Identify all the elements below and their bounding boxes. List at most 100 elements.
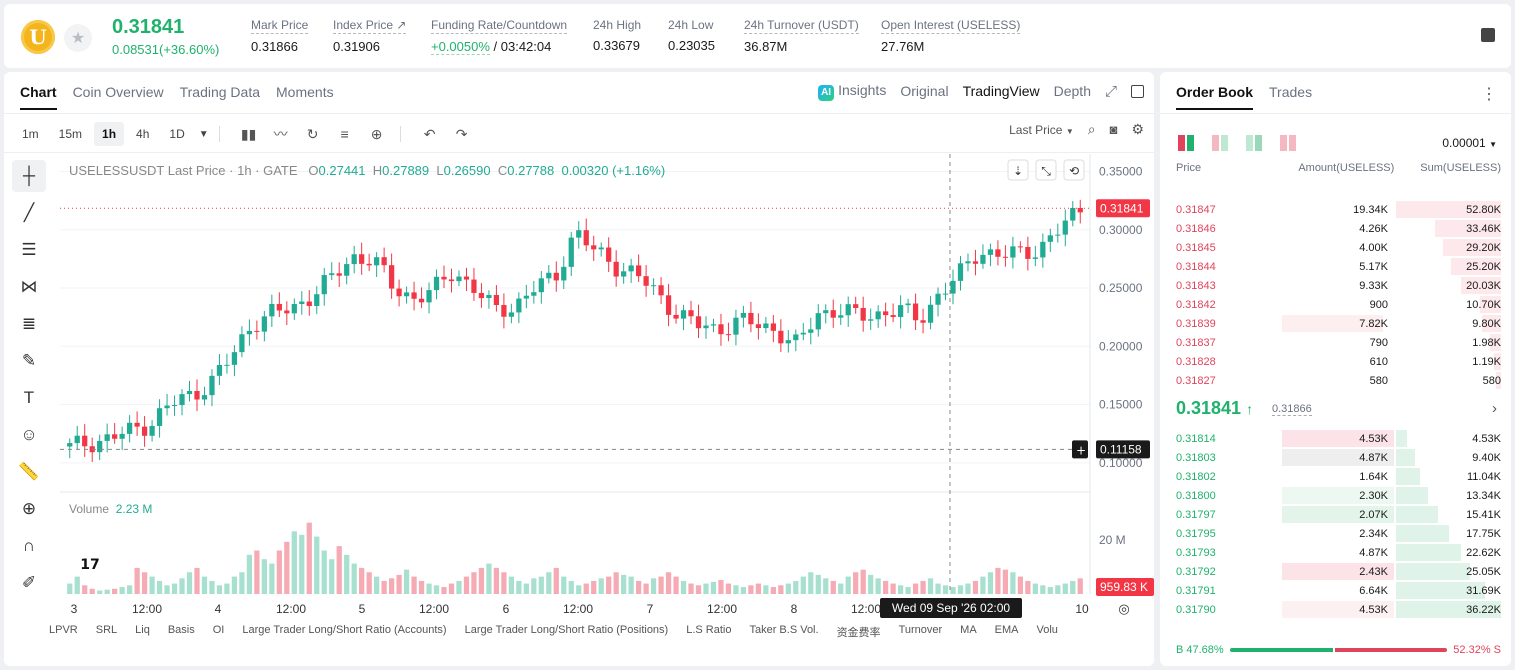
trendline-icon[interactable]: ╱ [23, 203, 35, 222]
pattern-icon[interactable]: ⋈ [20, 277, 38, 296]
stat-funding-rate[interactable]: Funding Rate/Countdown +0.0050% / 03:42:… [431, 18, 568, 55]
window-icon[interactable] [1131, 84, 1144, 98]
zoom-in-icon[interactable]: ⊕ [21, 499, 37, 518]
tab-chart[interactable]: Chart [20, 84, 57, 110]
ask-row[interactable]: 0.31839 7.82K 9.80K [1160, 314, 1511, 333]
bid-row[interactable]: 0.31791 6.64K 31.69K [1160, 581, 1511, 600]
candle-body [912, 303, 919, 321]
ask-row[interactable]: 0.31842 900 10.70K [1160, 295, 1511, 314]
indicator-item[interactable]: LPVR [49, 624, 78, 636]
favorite-star-icon[interactable]: ★ [64, 24, 92, 52]
indicator-item[interactable]: Liq [135, 624, 150, 636]
candle-body [703, 325, 709, 329]
tab-order-book[interactable]: Order Book [1176, 84, 1254, 110]
emoji-icon[interactable]: ☺ [20, 425, 38, 444]
view-depth[interactable]: Depth [1053, 83, 1091, 100]
view-tradingview[interactable]: TradingView [962, 83, 1040, 100]
candle-body [725, 334, 732, 336]
stat-index-price[interactable]: Index Price ↗ 0.31906 [333, 18, 407, 54]
candle-body [418, 298, 425, 303]
ask-row[interactable]: 0.31845 4.00K 29.20K [1160, 238, 1511, 257]
timeframe-dropdown-icon[interactable]: ▼ [198, 128, 209, 140]
tab-trades[interactable]: Trades [1269, 84, 1313, 100]
indicators-icon[interactable]: 〰 [273, 126, 288, 142]
ask-row[interactable]: 0.31843 9.33K 20.03K [1160, 276, 1511, 295]
indicator-item[interactable]: L.S Ratio [686, 624, 732, 636]
bid-row[interactable]: 0.31802 1.64K 11.04K [1160, 467, 1511, 486]
tab-trading-data[interactable]: Trading Data [179, 84, 261, 100]
indicator-item[interactable]: Turnover [898, 624, 943, 636]
bid-row[interactable]: 0.31790 4.53K 36.22K [1160, 600, 1511, 619]
expand-icon[interactable]: ⤢ [1104, 82, 1117, 100]
timeframe-15m[interactable]: 15m [58, 127, 83, 141]
timeframe-1d[interactable]: 1D [169, 127, 185, 141]
ruler-icon[interactable]: 📏 [18, 462, 40, 481]
camera-icon[interactable]: ◙ [1109, 122, 1118, 137]
more-options-icon[interactable]: ⋮ [1481, 86, 1497, 103]
redo-icon[interactable]: ↷ [455, 125, 468, 142]
indicator-item[interactable]: Taker B.S Vol. [749, 624, 819, 636]
ask-row[interactable]: 0.31827 580 580 [1160, 371, 1511, 390]
undo-icon[interactable]: ↶ [423, 125, 436, 142]
indicator-item[interactable]: Basis [167, 624, 195, 636]
indicator-item[interactable]: Large Trader Long/Short Ratio (Accounts) [242, 624, 447, 636]
indicator-item[interactable]: 资金费率 [836, 627, 881, 639]
search-icon[interactable]: ⌕ [1087, 121, 1096, 137]
view-sells-icon[interactable] [1280, 135, 1296, 151]
horizontal-lines-icon[interactable]: ☰ [21, 240, 37, 259]
price-source-select[interactable]: Last Price ▼ [1009, 122, 1074, 137]
add-alert-icon[interactable]: ⊕ [370, 125, 383, 142]
indicator-item[interactable]: Volu [1036, 624, 1058, 636]
settings-gear-icon[interactable]: ⚙ [1131, 121, 1144, 137]
candle-body [493, 294, 500, 306]
precision-select[interactable]: 0.00001 ▼ [1442, 136, 1497, 150]
indicator-item[interactable]: EMA [994, 624, 1019, 636]
candle-body [770, 323, 776, 331]
ask-row[interactable]: 0.31847 19.34K 52.80K [1160, 200, 1511, 219]
text-icon[interactable]: T [23, 388, 35, 407]
ask-row[interactable]: 0.31844 5.17K 25.20K [1160, 257, 1511, 276]
candle-type-icon[interactable]: ▮▮ [240, 125, 257, 142]
view-original[interactable]: Original [900, 83, 949, 100]
fib-icon[interactable]: ≣ [21, 314, 37, 333]
timeframe-4h[interactable]: 4h [136, 127, 150, 141]
stat-open-interest[interactable]: Open Interest (USELESS) 27.76M [881, 18, 1021, 54]
view-bids-icon[interactable] [1246, 135, 1262, 151]
volume-bar [935, 583, 941, 594]
bid-row[interactable]: 0.31795 2.34K 17.75K [1160, 524, 1511, 543]
tab-coin-overview[interactable]: Coin Overview [72, 84, 164, 100]
compare-icon[interactable]: ↻ [306, 125, 319, 142]
timeframe-1m[interactable]: 1m [22, 127, 39, 141]
ask-row[interactable]: 0.31837 790 1.98K [1160, 333, 1511, 352]
chevron-right-icon[interactable]: › [1492, 400, 1497, 417]
magnet-icon[interactable]: ∩ [22, 536, 36, 555]
ask-row[interactable]: 0.31828 610 1.19K [1160, 352, 1511, 371]
templates-icon[interactable]: ≡ [340, 126, 349, 142]
draw-pencil-icon[interactable]: ✐ [21, 573, 37, 592]
view-both-icon[interactable] [1178, 135, 1194, 151]
brush-icon[interactable]: ✎ [21, 351, 37, 370]
stat-24h-turnover[interactable]: 24h Turnover (USDT) 36.87M [744, 18, 859, 54]
bid-row[interactable]: 0.31793 4.87K 22.62K [1160, 543, 1511, 562]
candlestick-chart[interactable]: 0.35000 0.30000 0.25000 0.20000 0.15000 0.100… [4, 72, 1154, 666]
candle-body [441, 276, 447, 280]
stat-mark-price[interactable]: Mark Price 0.31866 [251, 18, 309, 54]
insights-button[interactable]: AI Insights [818, 82, 886, 101]
tab-moments[interactable]: Moments [276, 84, 334, 100]
indicator-item[interactable]: MA [960, 624, 977, 636]
bid-row[interactable]: 0.31803 4.87K 9.40K [1160, 448, 1511, 467]
indicator-item[interactable]: OI [212, 624, 225, 636]
indicator-item[interactable]: Large Trader Long/Short Ratio (Positions… [464, 624, 669, 636]
timeframe-1h[interactable]: 1h [94, 122, 125, 146]
view-asks-icon[interactable] [1212, 135, 1228, 151]
bid-row[interactable]: 0.31800 2.30K 13.34K [1160, 486, 1511, 505]
bid-row[interactable]: 0.31792 2.43K 25.05K [1160, 562, 1511, 581]
volume-bar [381, 580, 387, 594]
guide-book-icon[interactable] [1481, 28, 1495, 42]
bid-row[interactable]: 0.31797 2.07K 15.41K [1160, 505, 1511, 524]
bid-row[interactable]: 0.31814 4.53K 4.53K [1160, 429, 1511, 448]
crosshair-icon[interactable]: ┼ [12, 160, 46, 192]
volume-bar [156, 580, 163, 594]
ask-row[interactable]: 0.31846 4.26K 33.46K [1160, 219, 1511, 238]
indicator-item[interactable]: SRL [95, 624, 118, 636]
